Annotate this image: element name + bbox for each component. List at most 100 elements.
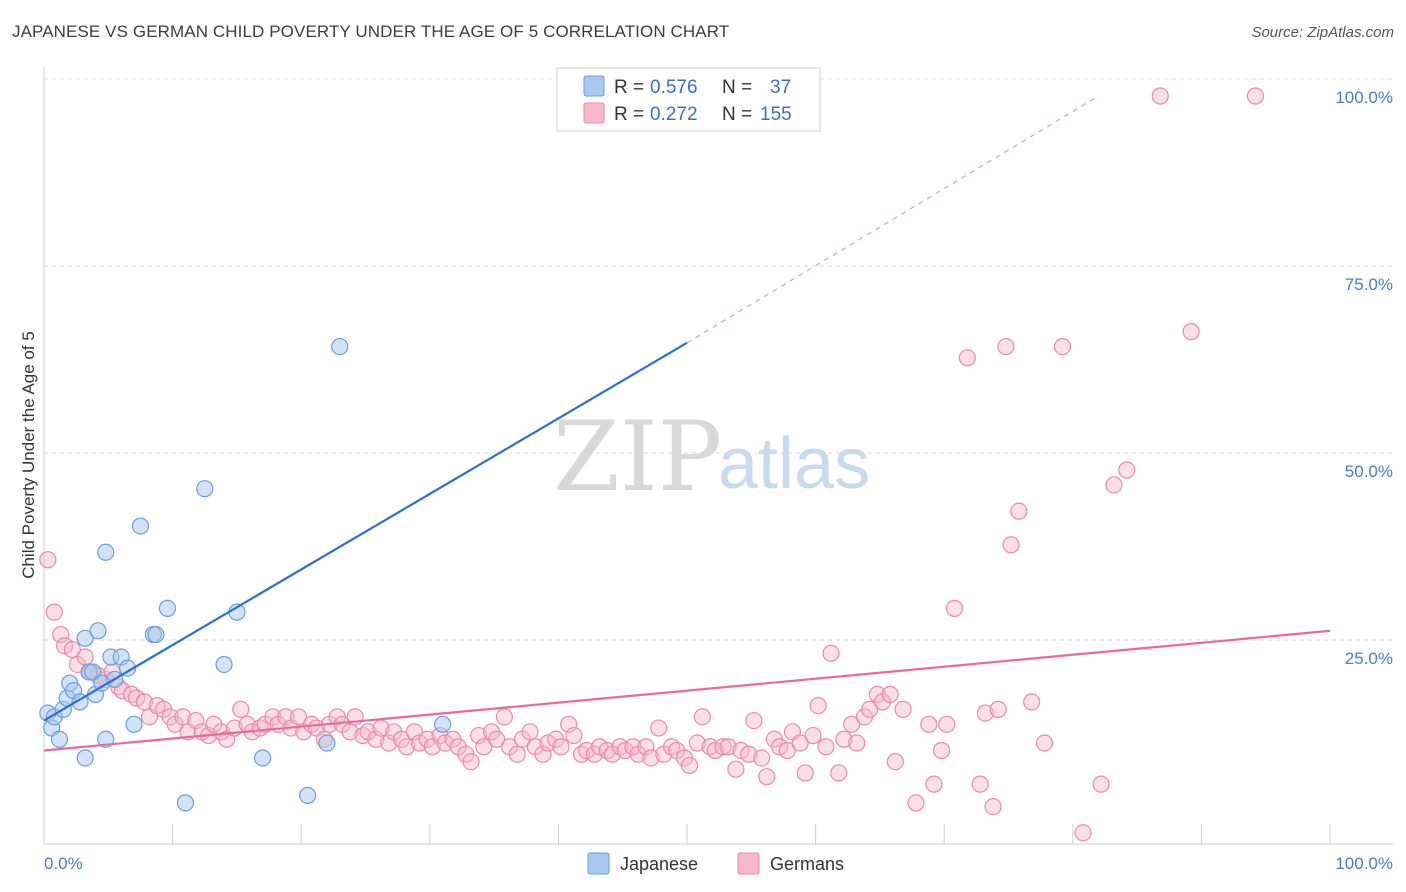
japanese-point-33 — [331, 337, 349, 356]
germans-point-123 — [830, 764, 848, 782]
y-tick-label-100: 100.0% — [1335, 88, 1393, 107]
germans-point-148 — [1023, 693, 1041, 711]
germans-point-132 — [886, 753, 904, 771]
germans-point-124 — [835, 730, 853, 748]
germans-point-80 — [552, 738, 570, 756]
legend-swatch-japanese — [583, 75, 605, 97]
x-tick-label-100: 100.0% — [1335, 854, 1393, 873]
legend-germans-n-label: N = — [722, 104, 752, 125]
tick-labels: 25.0% 50.0% 75.0% 100.0% 0.0% 100.0% — [44, 88, 1393, 873]
germans-point-157 — [1246, 87, 1265, 105]
germans-point-15 — [135, 693, 153, 711]
germans-point-140 — [958, 349, 976, 367]
bottom-legend-swatch-japanese — [587, 852, 610, 875]
bottom-legend: Japanese Germans — [587, 852, 844, 875]
watermark-atlas: atlas — [718, 424, 870, 504]
x-tick-label-0: 0.0% — [44, 854, 83, 873]
germans-point-6 — [76, 648, 94, 666]
germans-point-57 — [405, 723, 423, 741]
chart-title: JAPANESE VS GERMAN CHILD POVERTY UNDER T… — [12, 22, 730, 41]
legend-japanese-n-label: N = — [722, 77, 752, 98]
watermark: ZIP atlas — [553, 401, 870, 513]
legend-germans-r-value: 0.272 — [650, 104, 698, 125]
germans-point-152 — [1092, 775, 1110, 793]
legend-japanese-n-value: 37 — [770, 77, 791, 98]
germans-point-102 — [693, 708, 712, 726]
germans-point-150 — [1053, 337, 1072, 356]
germans-point-112 — [758, 768, 776, 786]
legend-japanese-r-label: R = — [614, 77, 644, 98]
germans-point-133 — [894, 700, 912, 718]
germans-point-93 — [637, 738, 655, 756]
germans-point-146 — [1002, 536, 1020, 554]
y-tick-label-75: 75.0% — [1345, 275, 1393, 294]
germans-point-73 — [508, 745, 526, 763]
japanese-point-20 — [118, 659, 137, 677]
germans-point-68 — [475, 738, 493, 756]
germans-point-125 — [843, 715, 861, 733]
japanese-point-30 — [254, 749, 272, 767]
japanese-point-3 — [50, 730, 69, 748]
trend-lines — [43, 95, 1331, 752]
germans-point-131 — [881, 685, 899, 704]
germans-point-134 — [907, 794, 925, 812]
germans-point-110 — [745, 711, 763, 730]
japanese-trend-extension — [686, 95, 1099, 344]
japanese-point-13 — [89, 622, 107, 640]
germans-point-154 — [1118, 461, 1136, 479]
bottom-legend-germans: Germans — [770, 854, 844, 874]
germans-point-77 — [534, 745, 552, 763]
germans-point-75 — [521, 723, 539, 741]
germans-point-94 — [642, 749, 660, 767]
japanese-point-26 — [176, 794, 195, 812]
legend-swatch-germans — [583, 102, 605, 124]
japanese-points — [39, 87, 651, 812]
japanese-point-16 — [97, 543, 115, 561]
legend-germans-r-label: R = — [614, 104, 644, 125]
germans-point-66 — [462, 753, 480, 771]
bottom-legend-japanese: Japanese — [620, 854, 698, 874]
japanese-point-27 — [196, 480, 214, 498]
source-label: Source: ZipAtlas.com — [1251, 24, 1394, 41]
germans-point-82 — [565, 726, 583, 745]
legend-germans-n-value: 155 — [760, 104, 792, 125]
germans-point-128 — [861, 700, 879, 718]
axes — [43, 67, 1393, 845]
germans-point-109 — [740, 745, 758, 763]
germans-point-95 — [650, 719, 668, 737]
germans-point-122 — [822, 644, 840, 662]
germans-point-105 — [714, 738, 732, 756]
japanese-point-28 — [215, 655, 233, 674]
japanese-point-9 — [76, 629, 94, 647]
germans-point-53 — [380, 734, 398, 752]
germans-point-70 — [488, 730, 506, 748]
germans-point-138 — [938, 715, 956, 733]
y-tick-label-25: 25.0% — [1345, 649, 1393, 668]
germans-point-71 — [495, 708, 513, 726]
germans-point-135 — [920, 715, 938, 733]
bottom-legend-swatch-germans — [737, 852, 760, 875]
germans-point-101 — [688, 734, 706, 752]
germans-point-156 — [1182, 323, 1200, 341]
germans-point-4 — [63, 640, 81, 659]
legend-japanese-r-value: 0.576 — [650, 77, 698, 98]
germans-point-56 — [398, 738, 416, 756]
germans-point-39 — [290, 708, 308, 726]
japanese-point-24 — [147, 625, 165, 644]
japanese-point-34 — [434, 715, 452, 733]
germans-point-115 — [778, 741, 796, 760]
germans-point-106 — [719, 738, 737, 756]
germans-point-0 — [39, 551, 57, 569]
germans-point-142 — [976, 704, 994, 722]
grid-lines — [44, 78, 1393, 641]
japanese-point-11 — [84, 663, 102, 681]
y-axis-label: Child Poverty Under the Age of 5 — [19, 331, 38, 579]
germans-point-100 — [680, 756, 699, 775]
germans-point-126 — [848, 734, 866, 752]
germans-point-120 — [809, 697, 827, 715]
germans-point-47 — [341, 723, 359, 741]
y-tick-label-50: 50.0% — [1345, 462, 1393, 481]
germans-point-136 — [925, 775, 943, 793]
germans-points — [39, 87, 1265, 842]
germans-point-51 — [367, 730, 385, 748]
